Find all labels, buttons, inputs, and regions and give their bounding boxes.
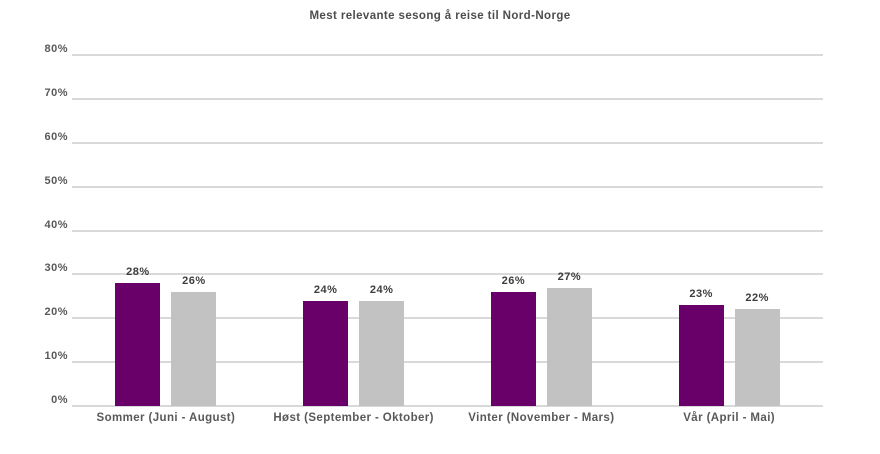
bar-value-label: 28% — [126, 266, 150, 279]
bar-group: 28% 26% — [72, 55, 260, 406]
bar-group: 26% 27% — [448, 55, 636, 406]
gridline-0% — [72, 405, 823, 407]
bar-column-purple-series: 23% — [678, 288, 724, 406]
bar-column-purple-series: 26% — [490, 274, 536, 406]
y-axis-tick-label: 80% — [44, 43, 68, 55]
bar-gray-series — [734, 309, 780, 406]
gridline-20% — [72, 317, 823, 320]
bar-value-label: 26% — [182, 274, 206, 287]
bar-gray-series — [359, 300, 405, 406]
y-axis-tick-label: 60% — [44, 130, 68, 143]
bar-value-label: 22% — [745, 292, 769, 305]
gridline-40% — [72, 229, 823, 232]
bar-group: 23% 22% — [635, 55, 823, 406]
bar-gray-series — [546, 287, 592, 406]
gridline-60% — [72, 141, 823, 144]
bar-column-gray-series: 27% — [546, 270, 592, 406]
x-axis-category-label: Vinter (November - Mars) — [468, 412, 615, 424]
bar-group: 24% 24% — [260, 55, 448, 406]
bar-value-label: 24% — [369, 283, 394, 296]
bar-purple-series — [678, 305, 724, 406]
bar-column-purple-series: 24% — [303, 283, 349, 406]
y-axis-tick-label: 20% — [44, 306, 68, 319]
bar-purple-series — [490, 291, 536, 406]
bar-column-purple-series: 28% — [115, 266, 161, 406]
bar-value-label: 27% — [557, 270, 582, 283]
bar-value-label: 26% — [501, 274, 526, 287]
y-axis-tick-label: 50% — [44, 174, 68, 187]
y-axis-tick-label: 40% — [44, 218, 68, 231]
y-axis-tick-label: 10% — [44, 350, 68, 363]
chart-title: Mest relevante sesong å reise til Nord-N… — [309, 10, 571, 22]
gridline-70% — [72, 97, 823, 100]
bar-groups-container: 28% 26% 24% 24% 26% 27% 23% 22% — [72, 55, 823, 406]
gridline-30% — [72, 273, 823, 276]
bar-value-label: 23% — [689, 288, 713, 301]
x-axis-labels: Sommer (Juni - August) Høst (September - … — [72, 412, 823, 424]
gridline-10% — [72, 361, 823, 364]
gridline-80% — [72, 54, 823, 56]
bar-column-gray-series: 24% — [359, 283, 405, 406]
y-axis-tick-label: 70% — [44, 86, 68, 99]
x-axis-category-label: Høst (September - Oktober) — [273, 412, 434, 424]
plot-area: 0% 10% 20% 30% 40% 50% 60% 70% 80% 28% 26% 24% 24% 2… — [44, 43, 823, 407]
gridline-50% — [72, 185, 823, 188]
bar-gray-series — [171, 291, 217, 406]
bar-purple-series — [115, 283, 161, 406]
bar-column-gray-series: 26% — [171, 274, 217, 406]
y-axis-tick-label: 30% — [44, 262, 68, 275]
bar-column-gray-series: 22% — [734, 292, 780, 406]
y-axis-tick-label: 0% — [51, 394, 68, 406]
bar-purple-series — [303, 300, 349, 406]
x-axis-category-label: Vår (April - Mai) — [683, 412, 776, 424]
x-axis-category-label: Sommer (Juni - August) — [96, 412, 236, 424]
bar-value-label: 24% — [313, 283, 338, 296]
